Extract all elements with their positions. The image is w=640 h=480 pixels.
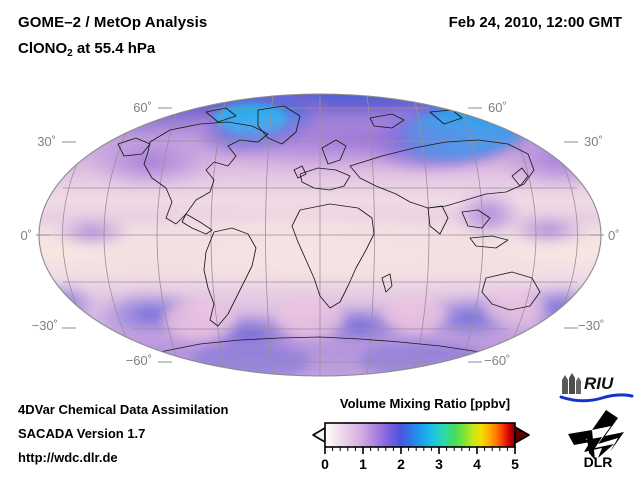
- riu-wave-icon: [559, 393, 634, 403]
- dlr-wordmark: DLR: [584, 454, 613, 470]
- lat-label-right-60: 60˚: [488, 100, 507, 115]
- colorbar-title: Volume Mixing Ratio [ppbv]: [339, 396, 511, 411]
- map-svg: 60˚ 30˚ 0˚ −30˚ −60˚ 60˚ 30˚ 0˚ −30˚ −60…: [20, 93, 620, 377]
- colorbar-tick-5: 5: [511, 456, 519, 472]
- colorbar-tick-0: 0: [321, 456, 329, 472]
- colorbar-gradient: [324, 422, 516, 448]
- timestamp: Feb 24, 2010, 12:00 GMT: [448, 14, 622, 31]
- species-subtitle: ClONO2 at 55.4 hPa: [18, 40, 156, 59]
- lat-label-left-30: 30˚: [37, 134, 56, 149]
- colorbar-tick-3: 3: [435, 456, 443, 472]
- species-subscript: 2: [67, 48, 73, 59]
- page-title: GOME–2 / MetOp Analysis: [18, 14, 208, 31]
- dlr-mark-icon: [568, 410, 624, 460]
- colorbar-extend-high: [514, 426, 530, 444]
- riu-wordmark: RIU: [584, 374, 614, 393]
- footer-version: SACADA Version 1.7: [18, 426, 146, 441]
- colorbar-tick-2: 2: [397, 456, 405, 472]
- colorbar-tick-1: 1: [359, 456, 367, 472]
- dlr-logo: DLR: [568, 410, 624, 470]
- colorbar-ticks: [324, 447, 516, 454]
- footer-url[interactable]: http://wdc.dlr.de: [18, 450, 118, 465]
- lat-label-left-m30: −30˚: [32, 318, 58, 333]
- lat-label-right-m60: −60˚: [484, 353, 510, 368]
- species-pressure: at 55.4 hPa: [72, 40, 156, 57]
- riu-towers-icon: [562, 373, 581, 394]
- lat-label-left-0: 0˚: [20, 228, 32, 243]
- lat-label-right-30: 30˚: [584, 134, 603, 149]
- lat-label-right-0: 0˚: [608, 228, 620, 243]
- colorbar-tick-labels: 0 1 2 3 4 5: [321, 456, 519, 472]
- latitude-ticks: [36, 107, 604, 363]
- footer-method: 4DVar Chemical Data Assimilation: [18, 402, 229, 417]
- world-map: 60˚ 30˚ 0˚ −30˚ −60˚ 60˚ 30˚ 0˚ −30˚ −60…: [0, 82, 640, 382]
- colorbar: Volume Mixing Ratio [ppbv] 0 1 2 3 4 5: [305, 396, 545, 472]
- graticule: [39, 94, 601, 376]
- riu-logo: RIU: [559, 373, 634, 403]
- colorbar-extend-low: [312, 427, 326, 443]
- lat-label-left-m60: −60˚: [126, 353, 152, 368]
- latitude-labels: 60˚ 30˚ 0˚ −30˚ −60˚ 60˚ 30˚ 0˚ −30˚ −60…: [20, 100, 619, 368]
- colorbar-svg: 0 1 2 3 4 5: [312, 422, 530, 472]
- lat-label-right-m30: −30˚: [578, 318, 604, 333]
- species-name: ClONO: [18, 40, 68, 57]
- lat-label-left-60: 60˚: [133, 100, 152, 115]
- colorbar-tick-4: 4: [473, 456, 481, 472]
